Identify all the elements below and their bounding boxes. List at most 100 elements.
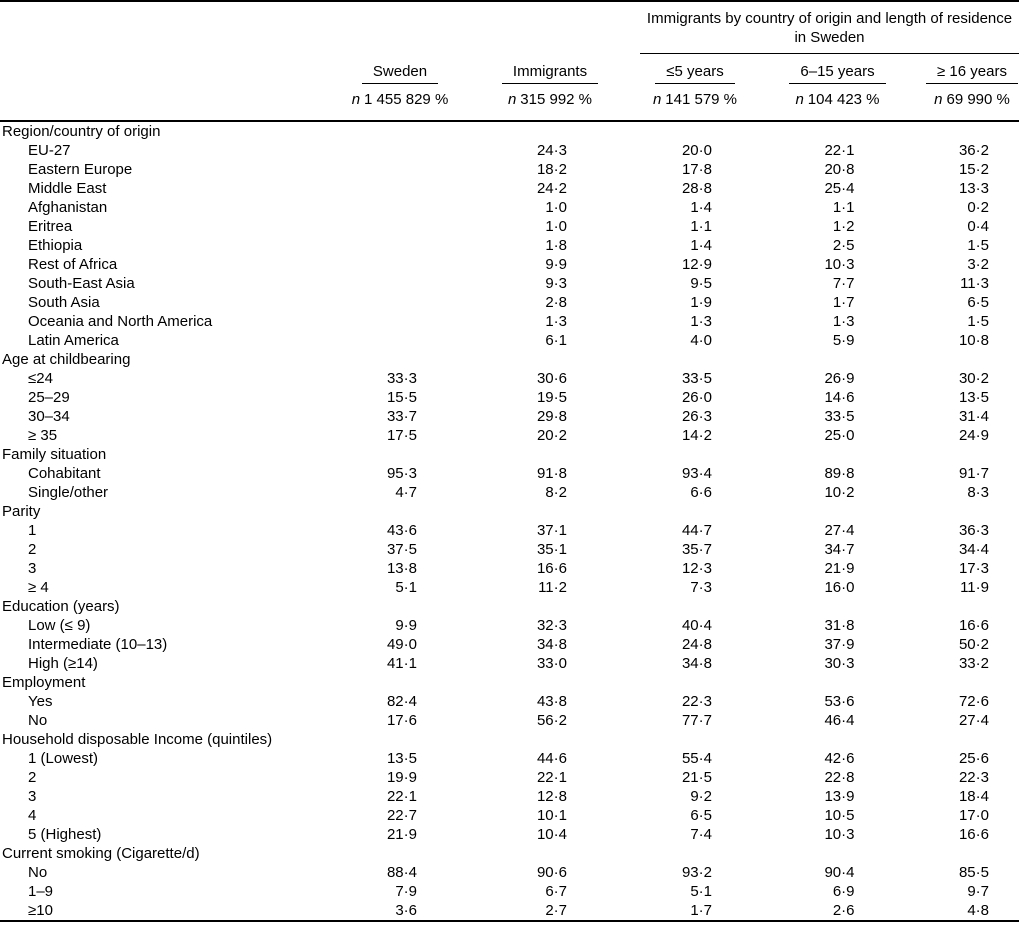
table-row: 5 (Highest) 21·9 10·4 7·4 10·3 16·6 bbox=[0, 825, 1019, 844]
cell-value: 30·6 bbox=[536, 370, 567, 387]
table-row: Afghanistan 1·0 1·4 1·1 0·2 bbox=[0, 198, 1019, 217]
cell-value: 24·2 bbox=[536, 180, 567, 197]
cell-value: 9·3 bbox=[545, 275, 567, 292]
cell-value: 37·1 bbox=[536, 522, 567, 539]
cell-value: 25·6 bbox=[958, 750, 989, 767]
n-symbol: n bbox=[934, 91, 943, 108]
cell-value: 1·8 bbox=[545, 237, 567, 254]
row-label: ≤24 bbox=[28, 370, 53, 387]
sample-size-spacer bbox=[0, 84, 340, 122]
cell-value: 3·2 bbox=[967, 256, 989, 273]
table-row: EU-27 24·3 20·0 22·1 36·2 bbox=[0, 141, 1019, 160]
cell-value: 18·2 bbox=[536, 161, 567, 178]
row-label: 3 bbox=[28, 560, 37, 577]
cell-value: 2·7 bbox=[545, 902, 567, 919]
cell-value: 50·2 bbox=[958, 636, 989, 653]
cell-value: 3·6 bbox=[395, 902, 417, 919]
row-label: Eritrea bbox=[28, 218, 73, 235]
table-row: 25–29 15·5 19·5 26·0 14·6 13·5 bbox=[0, 388, 1019, 407]
cell-value: 10·3 bbox=[824, 826, 855, 843]
cell-value: 1·4 bbox=[690, 199, 712, 216]
cell-value: 16·6 bbox=[958, 826, 989, 843]
cell-value: 16·6 bbox=[536, 560, 567, 577]
table-row: Low (≤ 9) 9·9 32·3 40·4 31·8 16·6 bbox=[0, 616, 1019, 635]
cell-value: 6·5 bbox=[690, 807, 712, 824]
cell-value: 7·7 bbox=[832, 275, 855, 292]
section-label: Age at childbearing bbox=[2, 351, 131, 368]
cell-value: 12·8 bbox=[536, 788, 567, 805]
row-label: ≥10 bbox=[28, 902, 53, 919]
cell-value: 7·4 bbox=[690, 826, 712, 843]
cell-value: 12·3 bbox=[681, 560, 712, 577]
cell-value: 25·0 bbox=[824, 427, 855, 444]
cell-value: 37·5 bbox=[386, 541, 417, 558]
n-symbol: n bbox=[795, 91, 804, 108]
cell-value: 53·6 bbox=[824, 693, 855, 710]
cell-value: 35·7 bbox=[681, 541, 712, 558]
cell-value: 25·4 bbox=[824, 180, 855, 197]
column-header-immigrants: Immigrants bbox=[501, 63, 599, 84]
table-row: Eastern Europe 18·2 17·8 20·8 15·2 bbox=[0, 160, 1019, 179]
cell-value: 77·7 bbox=[681, 712, 712, 729]
section-header-row: Region/country of origin bbox=[0, 121, 1019, 141]
cell-value: 24·8 bbox=[681, 636, 712, 653]
section-header-row: Family situation bbox=[0, 445, 1019, 464]
table-row: ≤24 33·3 30·6 33·5 26·9 30·2 bbox=[0, 369, 1019, 388]
cell-value: 22·1 bbox=[536, 769, 567, 786]
row-label: No bbox=[28, 712, 48, 729]
cell-value: 37·9 bbox=[824, 636, 855, 653]
cell-value: 1·0 bbox=[545, 218, 567, 235]
sample-size-ge16-years: n 69 990 % bbox=[925, 84, 1019, 122]
table-row: Latin America 6·1 4·0 5·9 10·8 bbox=[0, 331, 1019, 350]
cell-value: 10·8 bbox=[958, 332, 989, 349]
row-label: Oceania and North America bbox=[28, 313, 213, 330]
cell-value: 22·3 bbox=[681, 693, 712, 710]
row-label: Ethiopia bbox=[28, 237, 83, 254]
cell-value: 15·2 bbox=[958, 161, 989, 178]
column-header-ge16-years: ≥ 16 years bbox=[926, 63, 1018, 84]
cell-value: 33·5 bbox=[824, 408, 855, 425]
cell-value: 15·5 bbox=[386, 389, 417, 406]
table-row: 1 (Lowest) 13·5 44·6 55·4 42·6 25·6 bbox=[0, 749, 1019, 768]
table-row: 30–34 33·7 29·8 26·3 33·5 31·4 bbox=[0, 407, 1019, 426]
n-value: 315 992 % bbox=[520, 91, 593, 108]
cell-value: 10·1 bbox=[536, 807, 567, 824]
cell-value: 4·7 bbox=[395, 484, 417, 501]
row-label: South-East Asia bbox=[28, 275, 135, 292]
table-row: Cohabitant 95·3 91·8 93·4 89·8 91·7 bbox=[0, 464, 1019, 483]
cell-value: 1·0 bbox=[545, 199, 567, 216]
cell-value: 31·8 bbox=[824, 617, 855, 634]
cell-value: 8·2 bbox=[545, 484, 567, 501]
sample-size-6-15-years: n 104 423 % bbox=[750, 84, 925, 122]
cell-value: 13·9 bbox=[824, 788, 855, 805]
table-row: Oceania and North America 1·3 1·3 1·3 1·5 bbox=[0, 312, 1019, 331]
row-label: Low (≤ 9) bbox=[28, 617, 91, 634]
cell-value: 19·5 bbox=[536, 389, 567, 406]
cell-value: 24·9 bbox=[958, 427, 989, 444]
cell-value: 17·6 bbox=[386, 712, 417, 729]
section-header-row: Household disposable Income (quintiles) bbox=[0, 730, 1019, 749]
cell-value: 41·1 bbox=[386, 655, 417, 672]
table-row: 3 22·1 12·8 9·2 13·9 18·4 bbox=[0, 787, 1019, 806]
cell-value: 21·5 bbox=[681, 769, 712, 786]
column-header-sweden: Sweden bbox=[361, 63, 439, 84]
row-label: Afghanistan bbox=[28, 199, 108, 216]
section-label: Parity bbox=[2, 503, 41, 520]
table-row: Intermediate (10–13) 49·0 34·8 24·8 37·9 50·2 bbox=[0, 635, 1019, 654]
row-label: 3 bbox=[28, 788, 37, 805]
cell-value: 1·7 bbox=[690, 902, 712, 919]
cell-value: 13·5 bbox=[958, 389, 989, 406]
cell-value: 1·3 bbox=[545, 313, 567, 330]
cell-value: 85·5 bbox=[958, 864, 989, 881]
cell-value: 36·3 bbox=[958, 522, 989, 539]
table-row: South-East Asia 9·3 9·5 7·7 11·3 bbox=[0, 274, 1019, 293]
cell-value: 12·9 bbox=[681, 256, 712, 273]
cell-value: 6·9 bbox=[832, 883, 855, 900]
cell-value: 21·9 bbox=[824, 560, 855, 577]
cell-value: 1·5 bbox=[967, 237, 989, 254]
row-label: High (≥14) bbox=[28, 655, 98, 672]
cell-value: 17·3 bbox=[958, 560, 989, 577]
